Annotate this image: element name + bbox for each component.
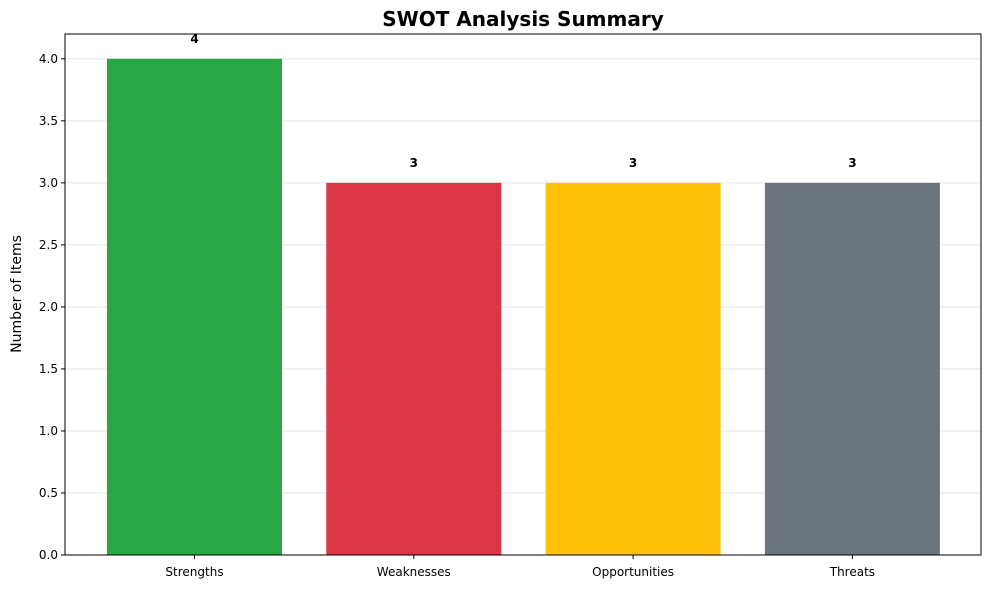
y-tick-label: 2.0 [39,300,58,314]
y-tick-label: 2.5 [39,238,58,252]
y-tick-label: 0.5 [39,486,58,500]
plot-frame [64,33,982,556]
bars [107,58,940,556]
data-label: 3 [410,156,418,170]
x-axis-ticks: Strengths Weaknesses Opportunities Threats [165,555,875,579]
x-tick-label: Opportunities [592,565,674,579]
y-axis-ticks: 0.0 0.5 1.0 1.5 2.0 2.5 3.0 3.5 4.0 [39,52,65,562]
bar-strengths [107,58,282,556]
chart-title: SWOT Analysis Summary [382,7,664,31]
y-tick-label: 1.0 [39,424,58,438]
x-tick-label: Threats [829,565,875,579]
y-tick-label: 4.0 [39,52,58,66]
bar-opportunities [545,182,721,555]
y-axis-label: Number of Items [9,235,25,353]
data-label: 4 [190,32,198,46]
x-tick-label: Weaknesses [377,565,451,579]
y-tick-label: 1.5 [39,362,58,376]
y-tick-label: 0.0 [39,548,58,562]
bar-threats [764,182,940,555]
data-label: 3 [848,156,856,170]
data-labels: 4 3 3 3 [190,32,856,170]
y-tick-label: 3.5 [39,114,58,128]
x-tick-label: Strengths [165,565,223,579]
y-tick-label: 3.0 [39,176,58,190]
data-label: 3 [629,156,637,170]
bar-weaknesses [326,182,502,555]
